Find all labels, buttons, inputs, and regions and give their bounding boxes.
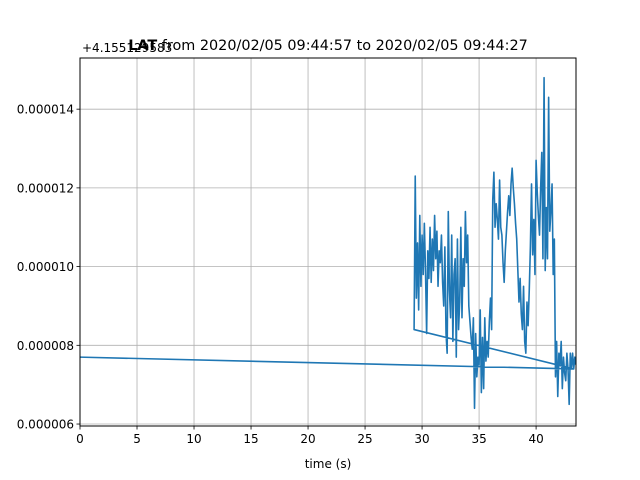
y-tick-label: 0.000008 bbox=[17, 339, 74, 353]
chart-title-bold: LAT bbox=[128, 38, 157, 54]
series-line bbox=[80, 76, 576, 410]
x-tick-label: 35 bbox=[471, 432, 486, 446]
x-tick-label: 20 bbox=[300, 432, 315, 446]
chart-title-rest: from 2020/02/05 09:44:57 to 2020/02/05 0… bbox=[157, 38, 528, 54]
x-axis: 0 5 10 15 20 25 30 35 40 bbox=[76, 426, 544, 446]
y-offset-label: +4.155129583 bbox=[82, 41, 172, 55]
y-tick-label: 0.000014 bbox=[17, 103, 74, 117]
x-tick-label: 0 bbox=[76, 432, 84, 446]
x-tick-label: 25 bbox=[357, 432, 372, 446]
y-axis: 0.000006 0.000008 0.000010 0.000012 0.000014 bbox=[17, 103, 80, 432]
plot-frame bbox=[79, 57, 577, 427]
y-tick-label: 0.000010 bbox=[17, 260, 74, 274]
y-tick-label: 0.000006 bbox=[17, 418, 74, 432]
x-tick-label: 15 bbox=[243, 432, 258, 446]
chart-title: LAT from 2020/02/05 09:44:57 to 2020/02/… bbox=[128, 38, 528, 54]
x-axis-label: time (s) bbox=[305, 457, 352, 471]
y-tick-label: 0.000012 bbox=[17, 181, 74, 195]
x-tick-label: 30 bbox=[414, 432, 429, 446]
x-tick-label: 5 bbox=[133, 432, 141, 446]
x-tick-label: 40 bbox=[528, 432, 543, 446]
x-tick-label: 10 bbox=[186, 432, 201, 446]
